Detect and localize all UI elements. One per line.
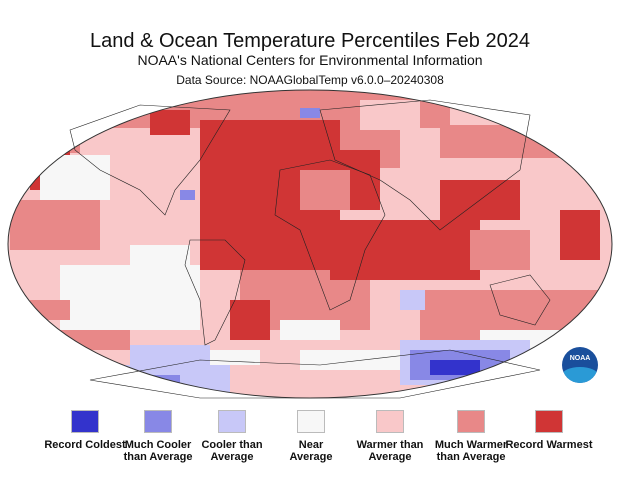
legend-label: Warmer than Average [356, 439, 424, 463]
region-record-warmest [150, 110, 190, 135]
legend-record-warmest: Record Warmest [504, 410, 594, 451]
legend-warmer: Warmer than Average [345, 410, 435, 463]
map-title: Land & Ocean Temperature Percentiles Feb… [90, 30, 530, 52]
region-much-warmer [440, 128, 612, 158]
legend-label: Record Coldest [44, 439, 126, 451]
region-much-warmer [300, 170, 350, 210]
region-warmer [360, 100, 420, 130]
legend-cooler: Cooler than Average [187, 410, 277, 463]
legend-near: Near Average [281, 410, 341, 463]
map-subtitle: NOAA's National Centers for Environmenta… [137, 52, 483, 68]
region-near [40, 155, 110, 200]
region-cooler [50, 365, 230, 398]
region-much-cooler [300, 108, 320, 118]
region-record-warmest [330, 220, 480, 280]
region-near [130, 245, 190, 270]
legend-swatch [218, 410, 246, 433]
legend-record-coldest: Record Coldest [40, 410, 130, 451]
legend-much-warmer: Much Warmer than Average [431, 410, 511, 463]
region-much-warmer [10, 200, 100, 250]
region-much-cooler [510, 118, 535, 130]
legend-much-cooler: Much Cooler than Average [118, 410, 198, 463]
noaa-logo: NOAA [562, 347, 598, 383]
legend-label: Cooler than Average [201, 439, 263, 463]
region-much-warmer [8, 330, 130, 350]
region-much-warmer [470, 230, 530, 270]
region-record-warmest [560, 210, 600, 260]
region-near [280, 320, 340, 340]
legend-label: Much Warmer than Average [434, 439, 508, 463]
legend-label: Near Average [289, 439, 333, 463]
region-record-warmest [230, 300, 270, 340]
region-warmer [450, 100, 530, 125]
legend-label: Much Cooler than Average [123, 439, 193, 463]
region-much-warmer [30, 300, 70, 320]
legend-swatch [71, 410, 99, 433]
legend-swatch [535, 410, 563, 433]
region-cooler [400, 290, 425, 310]
legend-swatch [144, 410, 172, 433]
continent-outlines [69, 99, 551, 399]
region-much-cooler [180, 190, 195, 200]
legend-label: Record Warmest [505, 439, 593, 451]
data-source: Data Source: NOAAGlobalTemp v6.0.0–20240… [176, 73, 444, 87]
region-near [60, 265, 200, 330]
region-record-coldest [430, 360, 480, 375]
legend-swatch [457, 410, 485, 433]
logo-text: NOAA [569, 355, 591, 362]
legend-swatch [376, 410, 404, 433]
legend-swatch [297, 410, 325, 433]
map-border [7, 89, 613, 399]
